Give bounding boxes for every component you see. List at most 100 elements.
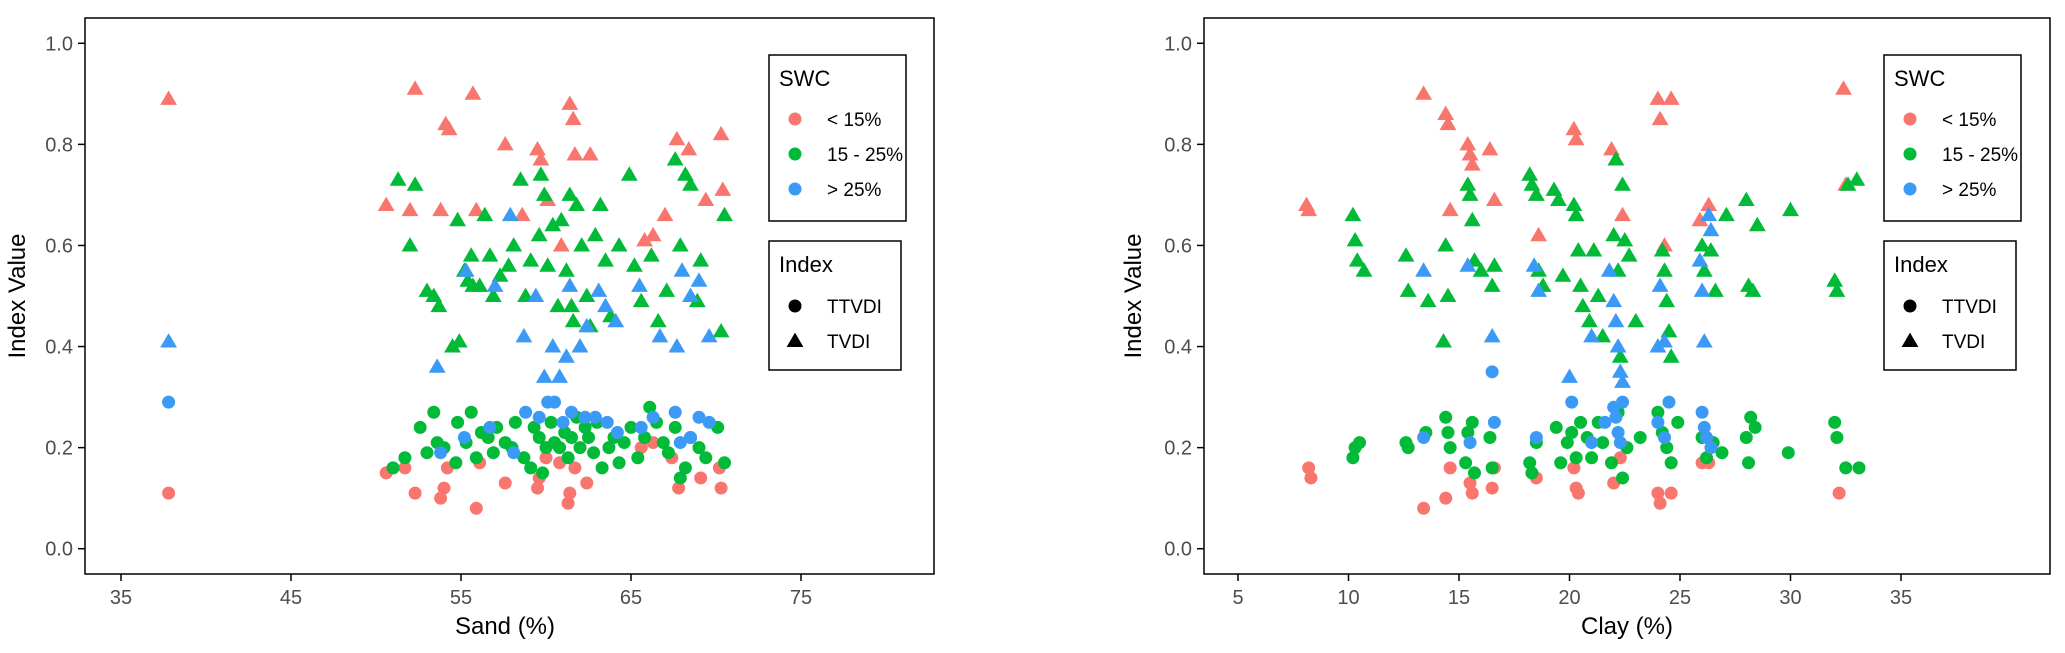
data-point-triangle bbox=[1567, 130, 1585, 146]
legend-label: TVDI bbox=[827, 332, 870, 353]
data-point-circle bbox=[469, 451, 483, 465]
data-point-circle bbox=[673, 436, 687, 450]
data-point-circle bbox=[610, 425, 624, 439]
data-point-triangle bbox=[401, 237, 419, 252]
data-point-circle bbox=[561, 496, 575, 510]
data-point-triangle bbox=[1839, 176, 1857, 191]
data-point-triangle bbox=[592, 196, 609, 211]
data-point-triangle bbox=[1585, 242, 1603, 257]
data-point-circle bbox=[646, 410, 660, 424]
data-point-triangle bbox=[656, 206, 674, 222]
legend-title: Index bbox=[1894, 252, 1948, 277]
legend-key-circle bbox=[1903, 299, 1917, 313]
data-point-triangle bbox=[700, 328, 718, 343]
data-point-circle bbox=[580, 476, 594, 490]
data-point-triangle bbox=[1702, 242, 1720, 257]
data-point-circle bbox=[1443, 441, 1457, 455]
scatter-panel-1: 0.0 0.2 0.4 0.6 0.8 1.0 35 45 55 65 75 Sand (%) Inde… bbox=[4, 17, 935, 640]
data-point-triangle bbox=[425, 287, 443, 302]
data-point-circle bbox=[449, 456, 463, 470]
data-point-circle bbox=[1567, 461, 1581, 475]
data-point-triangle bbox=[1545, 181, 1563, 196]
data-point-circle bbox=[1346, 451, 1360, 465]
data-point-circle bbox=[668, 405, 682, 419]
data-point-triangle bbox=[597, 297, 614, 313]
data-point-circle bbox=[1671, 415, 1685, 429]
data-point-triangle bbox=[462, 247, 480, 262]
data-point-triangle bbox=[573, 237, 591, 252]
data-point-triangle bbox=[1348, 252, 1366, 267]
data-point-circle bbox=[565, 431, 578, 445]
data-points bbox=[1298, 80, 1866, 515]
data-point-triangle bbox=[712, 323, 730, 338]
data-point-circle bbox=[568, 461, 582, 475]
data-point-circle bbox=[457, 431, 471, 445]
data-point-triangle bbox=[677, 166, 694, 181]
data-point-triangle bbox=[522, 252, 540, 267]
data-point-circle bbox=[398, 461, 412, 475]
data-point-circle bbox=[1465, 486, 1479, 500]
data-point-circle bbox=[1353, 436, 1367, 450]
data-point-circle bbox=[1525, 466, 1539, 480]
data-point-circle bbox=[672, 481, 686, 495]
data-point-triangle bbox=[673, 262, 691, 277]
data-point-circle bbox=[1695, 405, 1709, 419]
x-tick-label: 10 bbox=[1337, 587, 1359, 609]
data-point-triangle bbox=[1483, 277, 1501, 292]
legend-key-low bbox=[1903, 112, 1917, 126]
data-point-triangle bbox=[1565, 196, 1583, 211]
data-point-circle bbox=[673, 471, 687, 485]
x-tick-label: 5 bbox=[1232, 587, 1243, 609]
data-point-triangle bbox=[1611, 363, 1629, 378]
data-point-circle bbox=[578, 420, 592, 434]
data-point-circle bbox=[602, 441, 616, 455]
data-point-triangle bbox=[476, 206, 494, 222]
data-point-triangle bbox=[428, 358, 446, 373]
data-point-circle bbox=[587, 446, 601, 460]
data-point-triangle bbox=[712, 125, 730, 141]
data-point-circle bbox=[1302, 461, 1316, 475]
data-point-circle bbox=[1715, 446, 1729, 460]
data-point-circle bbox=[413, 420, 427, 434]
data-point-triangle bbox=[1620, 247, 1638, 262]
y-tick-label: 0.0 bbox=[1164, 539, 1192, 561]
data-point-circle bbox=[1463, 476, 1477, 490]
y-tick-label: 0.8 bbox=[45, 134, 73, 156]
data-point-triangle bbox=[610, 237, 628, 252]
scatter-panel-2: 0.0 0.2 0.4 0.6 0.8 1.0 5 10 15 20 25 30 35 Clay (%) I… bbox=[1120, 17, 2051, 640]
data-point-triangle bbox=[544, 216, 562, 232]
data-point-triangle bbox=[1695, 262, 1713, 277]
data-point-circle bbox=[1616, 471, 1630, 485]
x-tick-label: 65 bbox=[620, 587, 642, 609]
data-point-circle bbox=[434, 446, 448, 460]
data-point-circle bbox=[634, 441, 648, 455]
data-point-triangle bbox=[1603, 141, 1620, 156]
data-point-circle bbox=[612, 456, 626, 470]
x-tick-label: 20 bbox=[1558, 587, 1580, 609]
data-point-circle bbox=[1653, 496, 1667, 510]
data-point-triangle bbox=[578, 317, 596, 333]
legend-label: 15 - 25% bbox=[827, 145, 903, 166]
data-point-triangle bbox=[561, 186, 579, 201]
data-point-circle bbox=[692, 441, 706, 455]
data-point-circle bbox=[451, 415, 465, 429]
data-point-triangle bbox=[680, 141, 698, 156]
legend-label: TTVDI bbox=[827, 297, 882, 318]
y-tick-label: 1.0 bbox=[45, 33, 73, 55]
data-point-triangle bbox=[389, 171, 407, 186]
data-point-circle bbox=[408, 486, 422, 500]
data-point-triangle bbox=[1581, 312, 1598, 328]
x-tick-label: 35 bbox=[110, 587, 132, 609]
data-point-triangle bbox=[1486, 191, 1503, 206]
data-point-circle bbox=[1613, 436, 1627, 450]
data-point-triangle bbox=[564, 110, 582, 126]
data-point-triangle bbox=[1609, 338, 1627, 353]
data-point-circle bbox=[668, 420, 682, 434]
data-point-triangle bbox=[1574, 297, 1592, 313]
data-point-circle bbox=[1739, 431, 1753, 445]
data-point-circle bbox=[1828, 415, 1842, 429]
legend-label: > 25% bbox=[1942, 180, 1997, 201]
y-tick-label: 0.2 bbox=[1164, 438, 1192, 460]
data-point-triangle bbox=[1525, 257, 1543, 272]
data-point-circle bbox=[561, 451, 575, 465]
